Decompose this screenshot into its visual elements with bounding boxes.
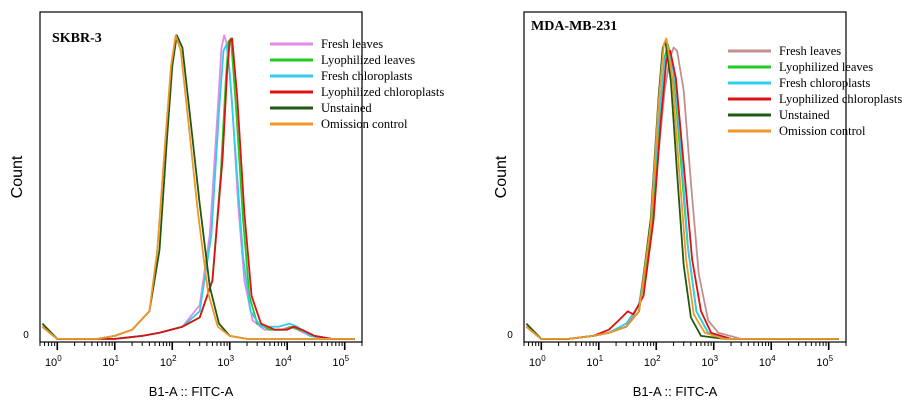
x-tick-label: 103	[701, 354, 718, 369]
x-tick-exponent: 0	[57, 354, 62, 363]
x-axis-label: B1-A :: FITC-A	[633, 384, 718, 399]
series-line-omission-control	[525, 37, 839, 340]
legend-entry-label: Lyophilized leaves	[779, 60, 873, 74]
x-tick-label: 102	[160, 354, 177, 369]
legend-entry-label: Unstained	[779, 108, 830, 122]
x-tick-base: 10	[816, 357, 828, 369]
x-tick-base: 10	[332, 357, 344, 369]
x-tick-label: 104	[275, 354, 292, 369]
legend-entry-label: Lyophilized chloroplasts	[779, 92, 902, 106]
x-tick-exponent: 3	[714, 354, 719, 363]
x-tick-exponent: 2	[172, 354, 177, 363]
x-tick-label: 100	[45, 354, 62, 369]
x-tick-base: 10	[586, 357, 598, 369]
legend-entry-label: Fresh leaves	[779, 44, 841, 58]
x-tick-base: 10	[275, 357, 287, 369]
series-line-unstained	[41, 34, 355, 340]
y-axis-label: Count	[493, 155, 510, 198]
x-tick-base: 10	[217, 357, 229, 369]
x-axis-label: B1-A :: FITC-A	[149, 384, 234, 399]
legend-entry-label: Fresh leaves	[321, 37, 383, 51]
x-tick-base: 10	[529, 357, 541, 369]
x-tick-label: 104	[759, 354, 776, 369]
x-tick-exponent: 4	[287, 354, 292, 363]
y-zero-label: 0	[507, 330, 513, 341]
x-tick-base: 10	[102, 357, 114, 369]
plot-frame	[39, 11, 363, 343]
x-tick-exponent: 3	[230, 354, 235, 363]
legend-entry-label: Fresh chloroplasts	[321, 69, 412, 83]
x-tick-label: 101	[586, 354, 603, 369]
legend-entry-label: Fresh chloroplasts	[779, 76, 870, 90]
x-tick-exponent: 1	[599, 354, 604, 363]
legend-entry-label: Omission control	[321, 117, 408, 131]
x-tick-exponent: 5	[345, 354, 350, 363]
y-axis-label: Count	[9, 155, 26, 198]
plot-frame	[523, 11, 847, 343]
legend-entry-label: Omission control	[779, 124, 866, 138]
x-tick-exponent: 2	[656, 354, 661, 363]
x-tick-label: 101	[102, 354, 119, 369]
series-line-omission-control	[41, 34, 355, 340]
x-tick-exponent: 5	[829, 354, 834, 363]
x-tick-exponent: 1	[115, 354, 120, 363]
legend-entry-label: Lyophilized leaves	[321, 53, 415, 67]
x-tick-label: 105	[816, 354, 833, 369]
y-zero-label: 0	[23, 330, 29, 341]
x-tick-exponent: 4	[771, 354, 776, 363]
x-tick-label: 100	[529, 354, 546, 369]
x-tick-label: 103	[217, 354, 234, 369]
x-tick-base: 10	[160, 357, 172, 369]
x-tick-base: 10	[644, 357, 656, 369]
panel-title: SKBR-3	[52, 31, 102, 46]
panel-title: MDA-MB-231	[531, 19, 617, 34]
series-line-lyophilized-chloroplasts	[41, 37, 355, 340]
legend-entry-label: Unstained	[321, 101, 372, 115]
legend-entry-label: Lyophilized chloroplasts	[321, 85, 444, 99]
x-tick-label: 102	[644, 354, 661, 369]
x-tick-base: 10	[759, 357, 771, 369]
x-tick-exponent: 0	[541, 354, 546, 363]
x-tick-base: 10	[701, 357, 713, 369]
x-tick-base: 10	[45, 357, 57, 369]
x-tick-label: 105	[332, 354, 349, 369]
